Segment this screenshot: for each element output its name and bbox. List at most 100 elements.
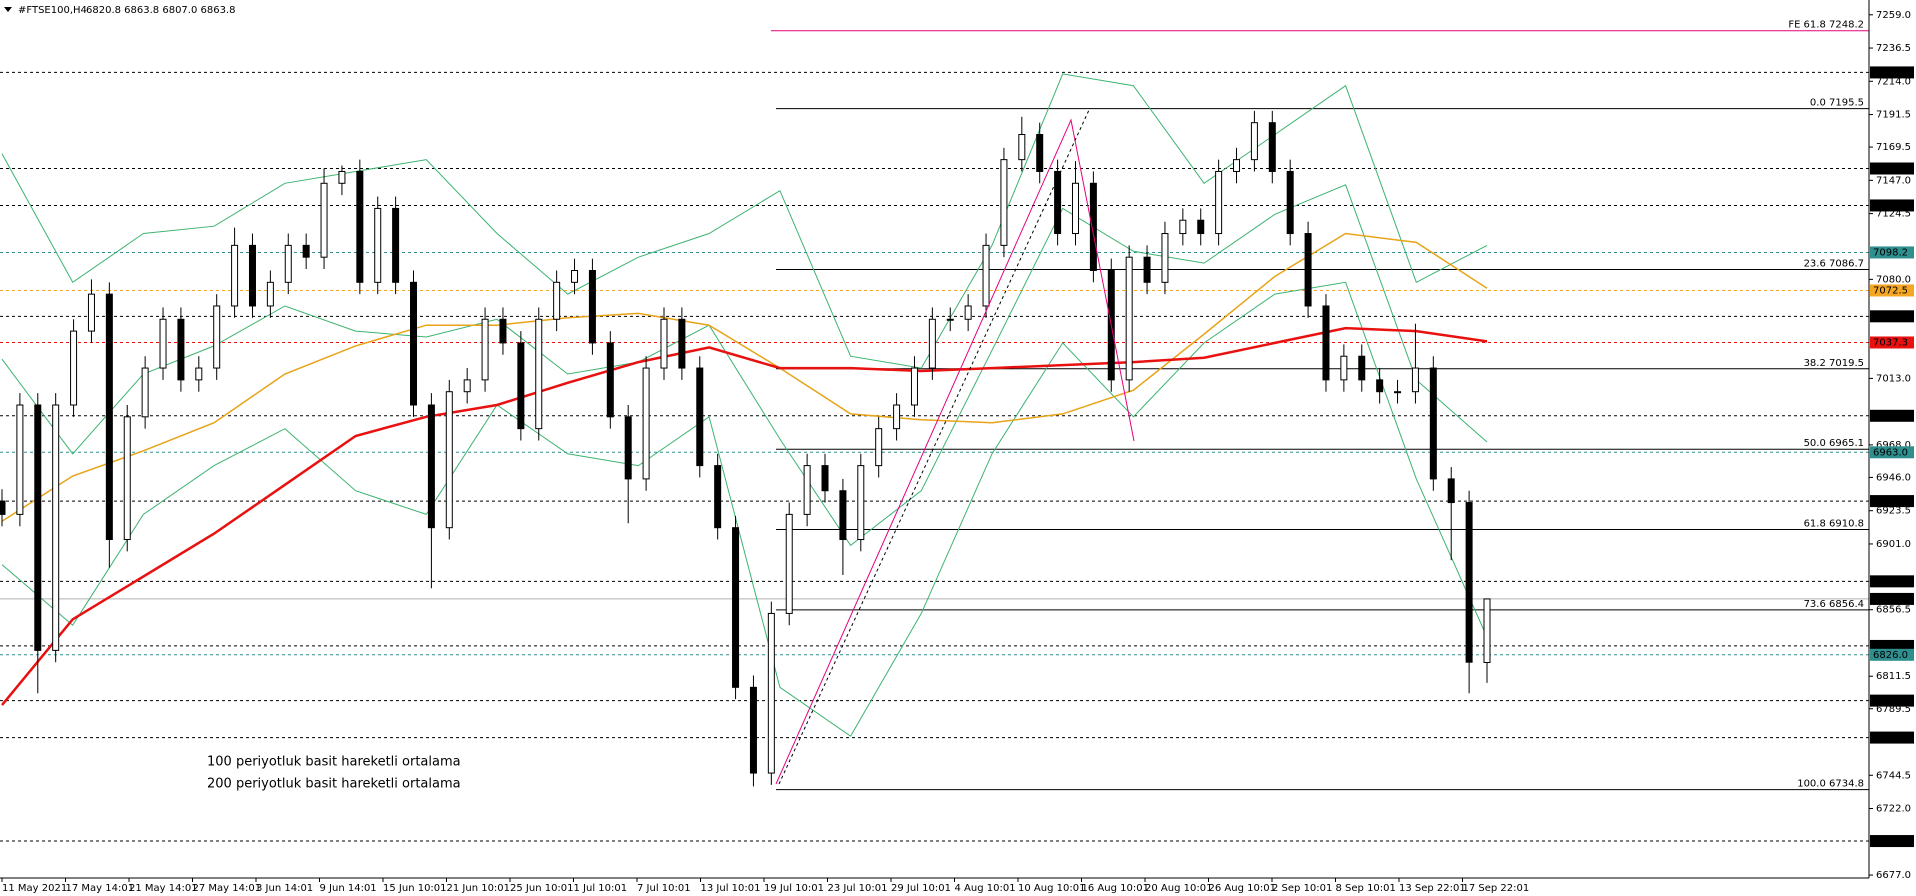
y-tick-label: 7169.5 [1876, 142, 1911, 153]
candle-body [1125, 256, 1133, 381]
level-label-box [1870, 694, 1914, 707]
fib-label: 0.0 7195.5 [1810, 98, 1864, 109]
collapse-icon[interactable] [4, 7, 12, 12]
candle-body [1215, 170, 1223, 235]
y-tick-label: 7147.0 [1876, 175, 1911, 186]
x-tick-label: 26 Aug 10:01 [1209, 883, 1276, 894]
x-tick-label: 17 May 14:01 [66, 883, 135, 894]
level-label-box [1870, 199, 1914, 212]
candle-body [1358, 355, 1366, 381]
level-label: 6987.7 [1873, 411, 1908, 422]
fib-label: 61.8 6910.8 [1804, 518, 1864, 529]
candle-body [910, 367, 918, 406]
candle-body [624, 416, 632, 480]
candle-body [1143, 256, 1151, 283]
legend-entry: 200 periyotluk basit hareketli ortalama [207, 777, 461, 792]
candle-body [123, 416, 131, 541]
level-label: 6770.0 [1873, 733, 1908, 744]
candle-body [732, 527, 740, 688]
level-label-box [1870, 835, 1914, 848]
candle-body [1197, 219, 1205, 235]
moving-average [1, 326, 1488, 706]
fib-label: 50.0 6965.1 [1804, 438, 1864, 449]
x-tick-label: 4 Aug 10:01 [955, 883, 1016, 894]
ohlc-values: 6820.8 6863.8 6807.0 6863.8 [86, 5, 236, 16]
x-tick-label: 29 Jul 10:01 [891, 883, 951, 894]
level-label: 6875.7 [1873, 576, 1908, 587]
bollinger-upper [1, 73, 1488, 369]
candle-body [0, 500, 6, 515]
x-tick-label: 21 Jun 10:01 [447, 883, 511, 894]
candle-body [1179, 219, 1187, 235]
x-tick-label: 25 Jun 10:01 [510, 883, 574, 894]
level-label-box [1870, 575, 1914, 588]
candle-body [481, 318, 489, 381]
x-tick-label: 17 Sep 22:01 [1463, 883, 1530, 894]
y-tick-label: 6811.5 [1876, 671, 1911, 682]
candle-body [427, 404, 435, 529]
candle-body [1018, 134, 1026, 161]
candle-body [1411, 367, 1419, 393]
level-label-box [1870, 162, 1914, 175]
candle-body [857, 465, 865, 541]
candle-body [52, 404, 60, 651]
candle-body [1089, 182, 1097, 271]
candle-body [821, 465, 829, 492]
candle-body [839, 490, 847, 541]
candle-body [445, 391, 453, 529]
candle-body [588, 269, 596, 344]
candle-body [213, 305, 221, 369]
level-label-box [1870, 731, 1914, 744]
level-label: 6826.0 [1873, 650, 1908, 661]
fib-label: 23.6 7086.7 [1804, 258, 1864, 269]
level-label-box [1870, 66, 1914, 79]
y-tick-label: 6722.0 [1876, 804, 1911, 815]
level-label-box [1870, 592, 1914, 605]
candle-body [642, 367, 650, 480]
y-tick-label: 7191.5 [1876, 110, 1911, 121]
candle-body [70, 330, 78, 406]
level-label-box [1870, 495, 1914, 508]
candle-body [1465, 502, 1473, 663]
level-label-box [1870, 284, 1914, 297]
candle-body [803, 465, 811, 515]
y-tick-label: 6968.0 [1876, 440, 1911, 451]
candle-body [266, 281, 274, 307]
level-label: 7055.0 [1873, 311, 1908, 322]
candle-body [893, 404, 901, 430]
x-tick-label: 9 Jun 14:01 [320, 883, 377, 894]
y-tick-label: 7124.5 [1876, 209, 1911, 220]
candle-body [1161, 233, 1169, 283]
candle-body [410, 281, 418, 406]
candle-body [946, 318, 954, 321]
candle-body [392, 207, 400, 283]
level-label-box [1870, 648, 1914, 661]
candle-body [606, 342, 614, 418]
candle-body [875, 428, 883, 467]
level-label: 6930.0 [1873, 496, 1908, 507]
level-label: 7220.0 [1873, 67, 1908, 78]
y-tick-label: 6677.0 [1876, 870, 1911, 881]
candle-body [248, 244, 256, 307]
y-tick-label: 6789.5 [1876, 704, 1911, 715]
y-tick-label: 7259.0 [1876, 10, 1911, 21]
candle-body [749, 686, 757, 774]
x-tick-label: 11 May 2021 [2, 883, 67, 894]
candle-body [159, 318, 167, 369]
trend-drawing [778, 109, 1090, 785]
zigzag-drawing [775, 118, 1135, 785]
level-label: 7155.0 [1873, 164, 1908, 175]
y-tick-label: 6901.0 [1876, 539, 1911, 550]
x-tick-label: 19 Jul 10:01 [764, 883, 824, 894]
y-tick-label: 6923.5 [1876, 506, 1911, 517]
candle-body [1429, 367, 1437, 480]
moving-average [1, 232, 1488, 522]
level-label: 6832.0 [1873, 641, 1908, 652]
fib-label: 100.0 6734.8 [1797, 779, 1864, 790]
candle-body [105, 293, 113, 541]
candle-body [696, 367, 704, 467]
candle-body [16, 404, 24, 515]
candle-body [141, 367, 149, 418]
level-label-box [1870, 246, 1914, 259]
